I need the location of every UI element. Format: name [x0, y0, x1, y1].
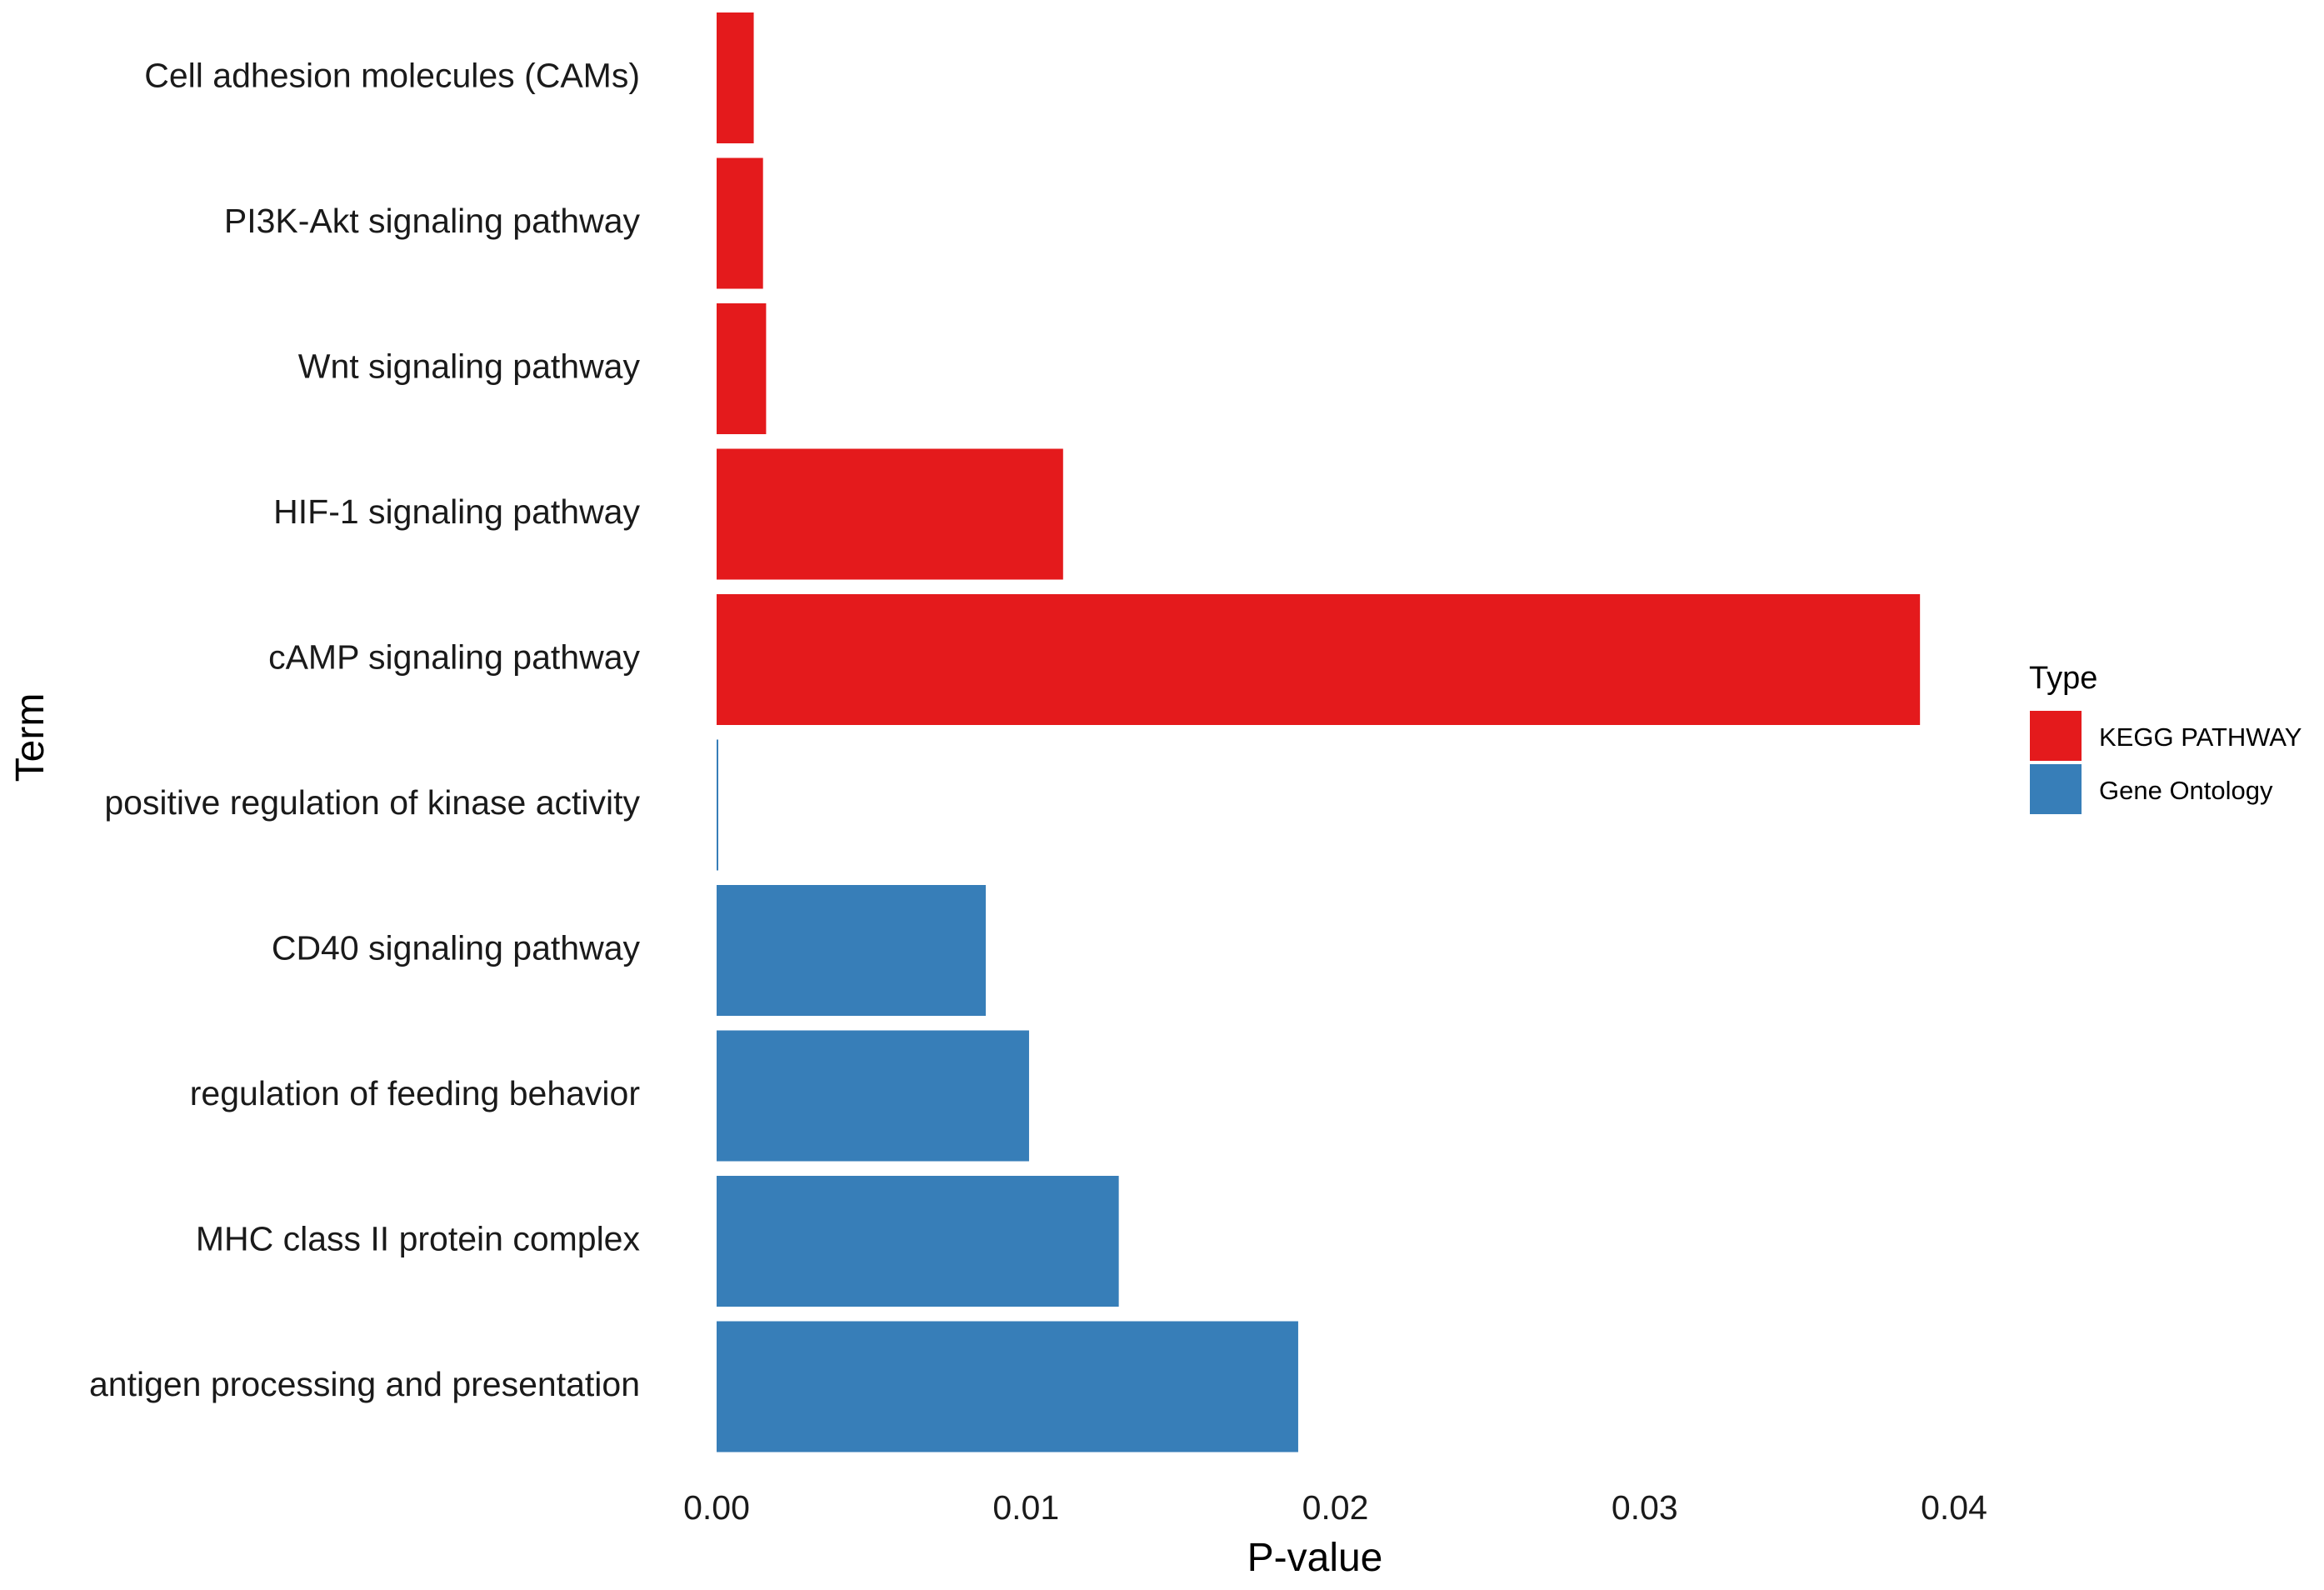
bar-positive-regulation-of-kinase-activity [717, 739, 718, 871]
bar-wnt-signaling-pathway [717, 303, 767, 434]
category-label-hif-1-signaling-pathway: HIF-1 signaling pathway [273, 492, 640, 531]
bars-layer [717, 12, 1921, 1452]
bar-mhc-class-ii-protein-complex [717, 1176, 1119, 1307]
category-label-cd40-signaling-pathway: CD40 signaling pathway [272, 928, 641, 967]
bar-pi3k-akt-signaling-pathway [717, 158, 763, 289]
bar-antigen-processing-and-presentation [717, 1321, 1298, 1452]
x-tick-label: 0.04 [1921, 1488, 1987, 1527]
x-tick-label: 0.00 [683, 1488, 750, 1527]
x-axis-title: P-value [1247, 1536, 1383, 1580]
x-tick-label: 0.01 [992, 1488, 1059, 1527]
legend-title: Type [2029, 661, 2097, 696]
category-label-pi3k-akt-signaling-pathway: PI3K-Akt signaling pathway [224, 202, 641, 240]
legend-swatch-kegg-pathway [2030, 711, 2082, 761]
legend-label-kegg-pathway: KEGG PATHWAY [2099, 722, 2302, 752]
bar-cell-adhesion-molecules-cams [717, 12, 754, 143]
x-tick-label: 0.02 [1302, 1488, 1369, 1527]
category-label-positive-regulation-of-kinase-activity: positive regulation of kinase activity [104, 783, 640, 822]
legend-swatch-gene-ontology [2030, 764, 2082, 814]
category-label-camp-signaling-pathway: cAMP signaling pathway [268, 638, 640, 676]
legend-label-gene-ontology: Gene Ontology [2099, 776, 2273, 805]
bar-regulation-of-feeding-behavior [717, 1030, 1029, 1162]
bar-cd40-signaling-pathway [717, 885, 986, 1016]
category-label-wnt-signaling-pathway: Wnt signaling pathway [298, 347, 641, 385]
category-label-antigen-processing-and-presentation: antigen processing and presentation [89, 1365, 640, 1403]
x-axis-ticks: 0.00 0.01 0.02 0.03 0.04 [683, 1488, 1987, 1527]
category-label-mhc-class-ii-protein-complex: MHC class II protein complex [196, 1219, 641, 1258]
legend: Type KEGG PATHWAY Gene Ontology [2029, 661, 2302, 814]
y-axis-title: Term [8, 693, 52, 782]
x-tick-label: 0.03 [1612, 1488, 1678, 1527]
category-labels: Cell adhesion molecules (CAMs) PI3K-Akt s… [89, 56, 641, 1403]
category-label-regulation-of-feeding-behavior: regulation of feeding behavior [190, 1074, 640, 1112]
bar-camp-signaling-pathway [717, 594, 1921, 725]
bar-hif-1-signaling-pathway [717, 448, 1063, 580]
category-label-cell-adhesion-molecules-cams: Cell adhesion molecules (CAMs) [144, 56, 640, 94]
